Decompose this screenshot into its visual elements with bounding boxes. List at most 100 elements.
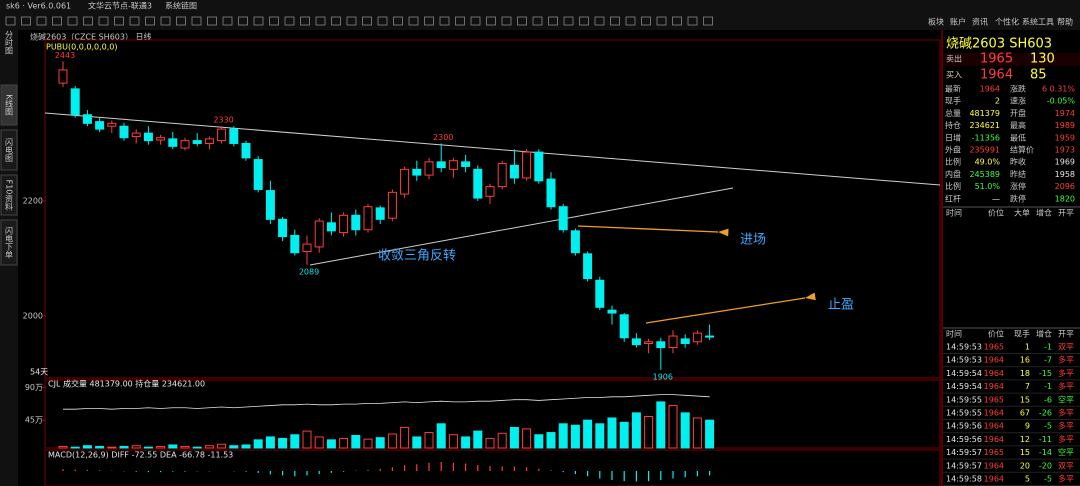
days: 54天 [30, 368, 48, 377]
icon [408, 16, 419, 26]
menu-item: 板块 [928, 17, 944, 27]
trade-cell: 空平 [1058, 394, 1074, 404]
candle-body [485, 186, 495, 197]
quote-value: -0.05% [1047, 97, 1076, 106]
volume-bar [351, 434, 361, 449]
icon-row [5, 16, 713, 26]
icon [563, 16, 574, 26]
trade-cell: 18 [1020, 369, 1030, 378]
volume-bar [680, 412, 690, 449]
candle-body [314, 220, 324, 248]
tab-label: F10资料 [5, 180, 14, 212]
candle-body [204, 138, 214, 144]
trade-cell: 67 [1020, 409, 1030, 418]
candle-body [461, 161, 471, 167]
candle-body [70, 88, 80, 116]
candle-body [473, 168, 483, 199]
icon [300, 16, 310, 26]
icon [315, 16, 326, 26]
y-tick-label: 90万 [25, 383, 43, 392]
volume-bar [375, 437, 385, 449]
volume-bar [619, 421, 629, 449]
trade-cell: -6 [1044, 395, 1052, 404]
icon [21, 16, 31, 26]
quote-label: 比例 [945, 157, 961, 167]
quote-label: 昨收 [1010, 157, 1026, 167]
candle-body [570, 230, 580, 254]
candle-body [143, 132, 153, 142]
volume-bar [326, 439, 336, 449]
icon [393, 16, 403, 26]
candle-body [290, 234, 300, 254]
chart-header: 烧碱2603（CZCE SH603） 日线 [30, 32, 152, 42]
quote-value: 1964 [980, 85, 1000, 94]
column-header: 开平 [1058, 209, 1074, 218]
quote-label: 内盘 [945, 169, 961, 179]
trade-cell: -15 [1039, 369, 1052, 378]
volume-bar [278, 437, 288, 449]
icon [114, 16, 124, 26]
trade-cell: 14:59:58 [946, 475, 982, 484]
candle-body [180, 140, 190, 149]
trade-cell: -20 [1039, 461, 1052, 470]
trade-cell: 双平 [1058, 343, 1074, 352]
node: 文华云节点-联通3 [88, 1, 152, 11]
icon [129, 16, 140, 26]
icon [269, 16, 279, 26]
trade-cell: 14:59:57 [946, 448, 982, 457]
trade-cell: 14:59:54 [946, 369, 982, 378]
candle-body [522, 151, 532, 179]
volume-bar [631, 412, 641, 449]
quote-label: 红杆 [945, 193, 961, 203]
volume-bar [558, 423, 568, 449]
icon [501, 16, 512, 26]
icon [532, 16, 543, 26]
menu-item: 资讯 [972, 17, 988, 27]
trade-cell: 多平 [1058, 368, 1074, 378]
y-tick-label: 2000 [23, 311, 43, 320]
trade-cell: -1 [1044, 343, 1052, 352]
volume-bar [583, 419, 593, 449]
trade-cell: 9 [1025, 422, 1030, 431]
open-interest-line [63, 394, 710, 410]
icon [656, 16, 667, 26]
trade-cell: 1964 [984, 356, 1004, 365]
column-header: 现手 [1014, 329, 1030, 339]
volume-bar [180, 445, 190, 449]
candle-body [607, 309, 617, 314]
price-label: 1906 [653, 372, 673, 381]
trade-cell: 1964 [984, 461, 1004, 470]
quote-label: 总量 [945, 108, 961, 118]
menu-item: 个性化 [995, 17, 1019, 27]
trade-cell: 多平 [1058, 408, 1074, 418]
volume-bar [58, 445, 68, 449]
icon [672, 16, 682, 26]
quote-value: 1959 [1055, 133, 1075, 142]
candle-body [619, 314, 629, 339]
trade-cell: 1964 [984, 422, 1004, 431]
quote-label: 日增 [945, 132, 961, 142]
tab [0, 174, 18, 216]
candle-body [131, 132, 141, 138]
volume-bar [241, 444, 251, 449]
trade-cell: 1964 [984, 409, 1004, 418]
quote-value: 2096 [1055, 182, 1075, 191]
quote-value: 51.0% [975, 182, 1001, 191]
column-header: 时间 [946, 329, 962, 339]
column-header: 增仓 [1036, 329, 1052, 339]
icon [207, 16, 217, 26]
icon [424, 16, 434, 26]
version: sk6 · Ver6.0.061 [6, 2, 71, 11]
candle-body [546, 178, 556, 208]
volume-bar [656, 401, 666, 449]
candle-body [278, 218, 288, 238]
icon [98, 16, 109, 26]
icon [36, 16, 47, 26]
ask-label: 卖出 [946, 54, 962, 64]
candle-body [363, 206, 373, 231]
trade-cell: 14:59:55 [946, 409, 982, 418]
volume-bar [82, 445, 92, 449]
icon [145, 16, 155, 26]
